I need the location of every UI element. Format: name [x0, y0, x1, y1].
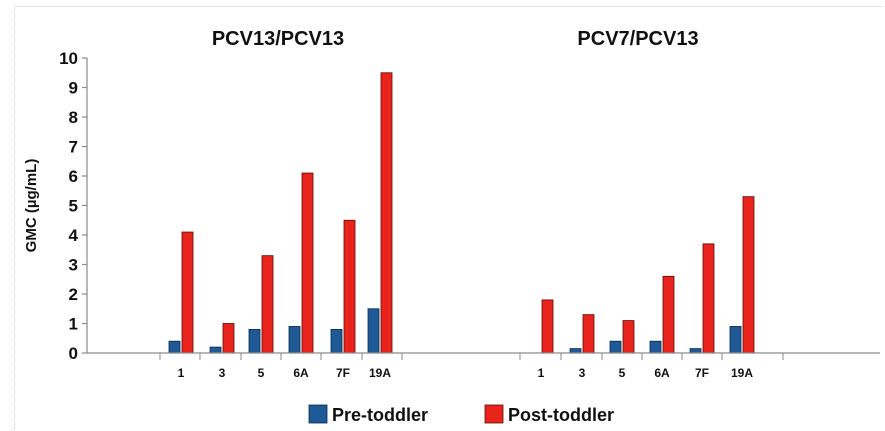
y-tick-label: 9 — [69, 79, 78, 98]
y-tick-label: 5 — [69, 197, 78, 216]
bar-pre-toddler — [288, 326, 301, 354]
y-tick-label: 7 — [69, 138, 78, 157]
chart-frame — [14, 6, 883, 429]
bar-pre-toddler — [689, 348, 702, 354]
x-tick-label: 7F — [695, 366, 709, 380]
bar-pre-toddler — [209, 346, 222, 354]
x-tick-label: 5 — [619, 366, 626, 380]
bar-post-toddler — [742, 196, 755, 354]
x-tick-label: 3 — [219, 366, 226, 380]
panel-title: PCV7/PCV13 — [577, 28, 698, 50]
bar-post-toddler — [702, 243, 715, 354]
bar-pre-toddler — [729, 326, 742, 354]
x-tick-label: 6A — [654, 366, 670, 380]
y-tick-label: 3 — [69, 256, 78, 275]
bar-pre-toddler — [649, 340, 662, 354]
x-tick-label: 19A — [369, 366, 391, 380]
y-tick-label: 2 — [69, 285, 78, 304]
x-tick-label: 1 — [178, 366, 185, 380]
bar-post-toddler — [181, 231, 194, 354]
y-tick-label: 0 — [69, 344, 78, 363]
legend-label: Post-toddler — [508, 405, 614, 425]
bar-post-toddler — [662, 275, 675, 354]
bar-pre-toddler — [248, 328, 261, 354]
x-tick-label: 19A — [731, 366, 753, 380]
bar-pre-toddler — [569, 348, 582, 354]
bar-post-toddler — [343, 219, 356, 354]
bar-pre-toddler — [330, 328, 343, 354]
y-axis-label: GMC (µg/mL) — [23, 159, 40, 253]
x-tick-label: 1 — [538, 366, 545, 380]
legend-label: Pre-toddler — [332, 405, 428, 425]
bar-pre-toddler — [168, 340, 181, 354]
bar-post-toddler — [222, 323, 235, 354]
bar-post-toddler — [582, 314, 595, 354]
bar-pre-toddler — [367, 308, 380, 354]
x-tick-label: 3 — [579, 366, 586, 380]
y-tick-label: 6 — [69, 167, 78, 186]
y-tick-label: 1 — [69, 315, 78, 334]
x-tick-label: 6A — [293, 366, 309, 380]
x-tick-label: 7F — [336, 366, 350, 380]
legend-swatch — [484, 404, 504, 424]
y-tick-label: 10 — [59, 49, 78, 68]
bar-post-toddler — [261, 255, 274, 354]
x-tick-label: 5 — [258, 366, 265, 380]
y-tick-label: 8 — [69, 108, 78, 127]
y-tick-label: 4 — [69, 226, 79, 245]
panel-title: PCV13/PCV13 — [212, 28, 344, 50]
bar-pre-toddler — [609, 340, 622, 354]
bar-post-toddler — [380, 72, 393, 354]
bar-post-toddler — [541, 299, 554, 354]
bar-post-toddler — [622, 320, 635, 354]
bar-post-toddler — [301, 172, 314, 354]
legend-swatch — [308, 404, 328, 424]
